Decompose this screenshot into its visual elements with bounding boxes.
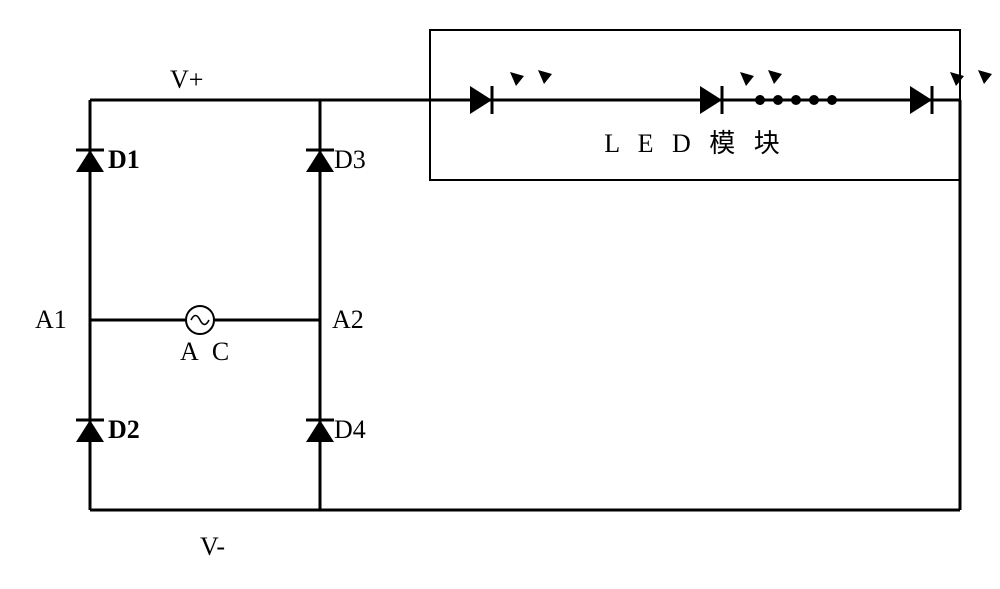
label-led-module: L E D 模 块	[604, 129, 786, 158]
label-d2: D2	[108, 415, 140, 444]
label-vplus: V+	[170, 65, 203, 94]
label-vminus: V-	[200, 532, 225, 561]
label-d3: D3	[334, 145, 366, 174]
label-d4: D4	[334, 415, 366, 444]
label-d1: D1	[108, 145, 140, 174]
label-ac: A C	[180, 337, 233, 366]
label-a1: A1	[35, 305, 67, 334]
label-a2: A2	[332, 305, 364, 334]
